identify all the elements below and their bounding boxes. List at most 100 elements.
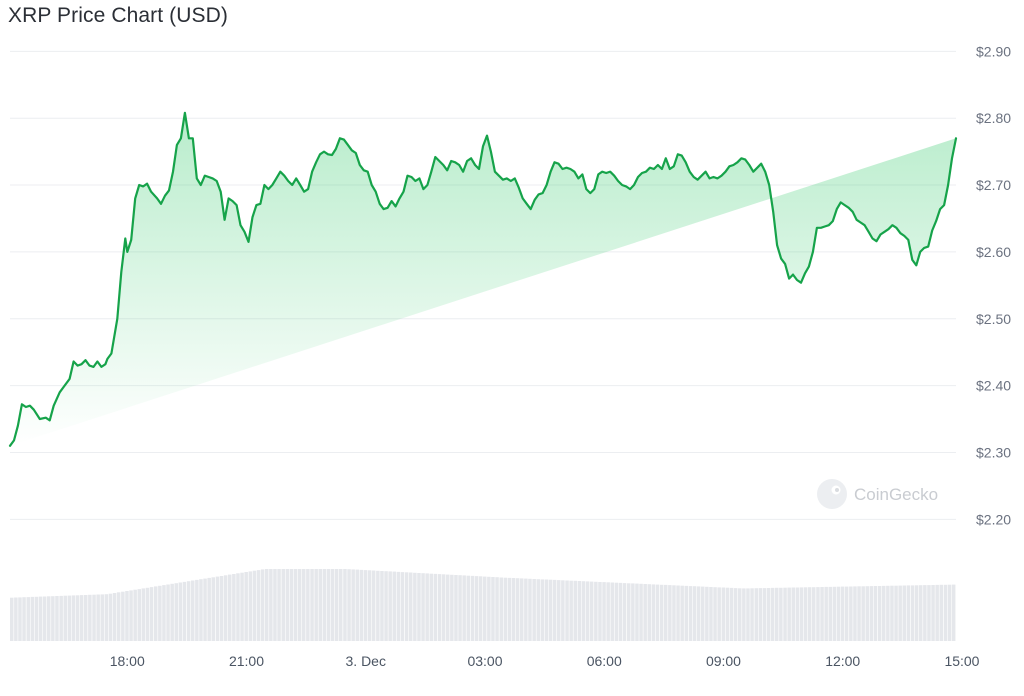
volume-bar [22,597,26,641]
volume-bar [248,571,253,641]
volume-bar [10,597,14,641]
volume-bar [450,574,454,641]
volume-bar [34,596,39,641]
volume-bar [318,569,323,641]
volume-bar [141,588,146,641]
volume-bar [441,574,446,641]
volume-bar [116,592,121,641]
volume-bar [219,576,224,641]
volume-bar [664,584,668,641]
volume-bar [186,581,191,641]
volume-bar [483,576,487,641]
volume-bar [701,586,705,641]
volume-bar [923,585,927,641]
volume-bar [376,570,380,641]
volume-bar [293,569,298,641]
volume-bar [454,575,458,641]
volume-bar [610,582,615,641]
volume-bar [215,576,220,641]
volume-bar [507,577,512,641]
volume-bar [902,585,907,641]
volume-bar [927,585,931,641]
volume-bar [388,571,392,641]
watermark-text: CoinGecko [854,485,938,504]
volume-bar [951,584,956,641]
price-series-line [8,111,958,447]
volume-bar [647,584,652,641]
volume-bar [223,575,228,641]
volume-bar [458,575,462,641]
volume-bar [869,586,874,641]
volume-bar [285,569,290,641]
volume-bar [931,585,935,641]
volume-bar [96,594,100,641]
volume-bar [125,591,129,641]
volume-bar [606,582,610,641]
volume-bar [347,569,351,641]
volume-bar [515,578,520,641]
volume-bar [581,581,586,641]
volume-bar [326,569,331,641]
volume-bar [322,569,327,641]
volume-bar [421,573,425,641]
volume-bar [721,587,726,641]
volume-bar [145,587,150,641]
volume-bar [857,586,861,641]
volume-bar [236,573,240,641]
volume-bar [199,579,203,641]
x-tick-label: 09:00 [706,653,741,669]
volume-bar [840,586,845,641]
volume-bar [939,584,944,641]
volume-bar [384,571,388,641]
volume-bar [733,588,738,641]
volume-bar [18,597,22,641]
y-axis-ticks: $2.90 $2.80 $2.70 $2.60 $2.50 $2.40 $2.30 $2.20 [976,43,1011,527]
volume-bar [137,589,142,641]
volume-bar [281,569,286,641]
volume-bar [343,569,347,641]
volume-bar [725,587,730,641]
volume-bar [906,585,911,641]
volume-bar [914,585,919,641]
volume-bar [655,584,660,641]
volume-bar [799,587,804,641]
volume-bar [651,584,656,641]
volume-bar [277,569,281,641]
volume-bar [162,585,166,641]
volume-bar [67,595,72,641]
y-tick-label: $2.30 [976,444,1011,460]
volume-bar [688,586,693,641]
volume-bar [676,585,680,641]
volume-bar [779,587,783,641]
volume-bar [425,573,429,641]
volume-bar [807,587,812,641]
volume-bar [47,596,51,641]
volume-bar [705,586,709,641]
volume-bar [92,594,96,641]
volume-bar [133,589,137,641]
volume-bar [26,597,31,641]
volume-bar [820,587,824,641]
volume-bar [269,569,273,641]
price-area-fill [10,112,956,446]
y-tick-label: $2.40 [976,378,1011,394]
volume-bar [511,578,516,641]
volume-bar [844,586,849,641]
volume-bar [754,588,759,641]
volume-bar [244,572,248,641]
volume-bar [540,579,545,641]
volume-bar [433,573,438,641]
volume-bar [853,586,857,641]
volume-bar [104,594,109,641]
volume-bar [437,574,442,641]
volume-bar [314,569,318,641]
x-tick-label: 15:00 [944,653,979,669]
volume-bar [42,596,47,641]
volume-bar [713,587,717,641]
volume-bar [158,585,162,641]
volume-bar [211,577,216,641]
volume-bar [738,588,742,641]
volume-bar [639,583,643,641]
volume-bar [684,585,689,641]
